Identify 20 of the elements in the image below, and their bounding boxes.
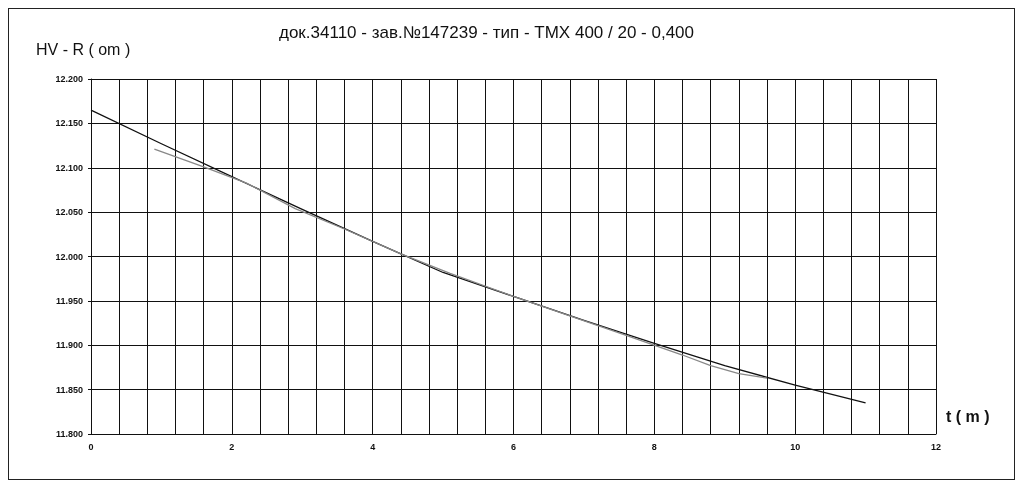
x-tick-label: 2 xyxy=(229,441,235,452)
y-tick-label: 11.850 xyxy=(55,384,83,395)
y-tick-label: 11.950 xyxy=(55,295,83,306)
x-tick-label: 4 xyxy=(370,441,376,452)
y-tick-label: 11.900 xyxy=(55,340,83,351)
x-axis-title: t ( m ) xyxy=(946,407,990,425)
y-tick-label: 12.200 xyxy=(55,74,83,84)
y-tick-label: 12.150 xyxy=(55,118,83,129)
x-tick-label: 12 xyxy=(930,441,942,452)
y-tick-label: 11.800 xyxy=(55,429,83,439)
line-series xyxy=(153,148,768,379)
y-tick-label: 12.100 xyxy=(55,162,83,173)
x-tick-label: 6 xyxy=(510,441,517,452)
y-tick-label: 12.000 xyxy=(55,251,83,262)
y-axis-title: HV - R ( om ) xyxy=(36,40,131,58)
x-tick-label: 10 xyxy=(790,441,801,452)
y-tick-label: 12.050 xyxy=(55,207,83,218)
chart-title: док.34110 - зав.№147239 - тип - ТМХ 400 / 20 - 0,400 xyxy=(279,23,695,42)
x-tick-label: 0 xyxy=(88,441,94,452)
x-tick-label: 8 xyxy=(651,441,657,452)
